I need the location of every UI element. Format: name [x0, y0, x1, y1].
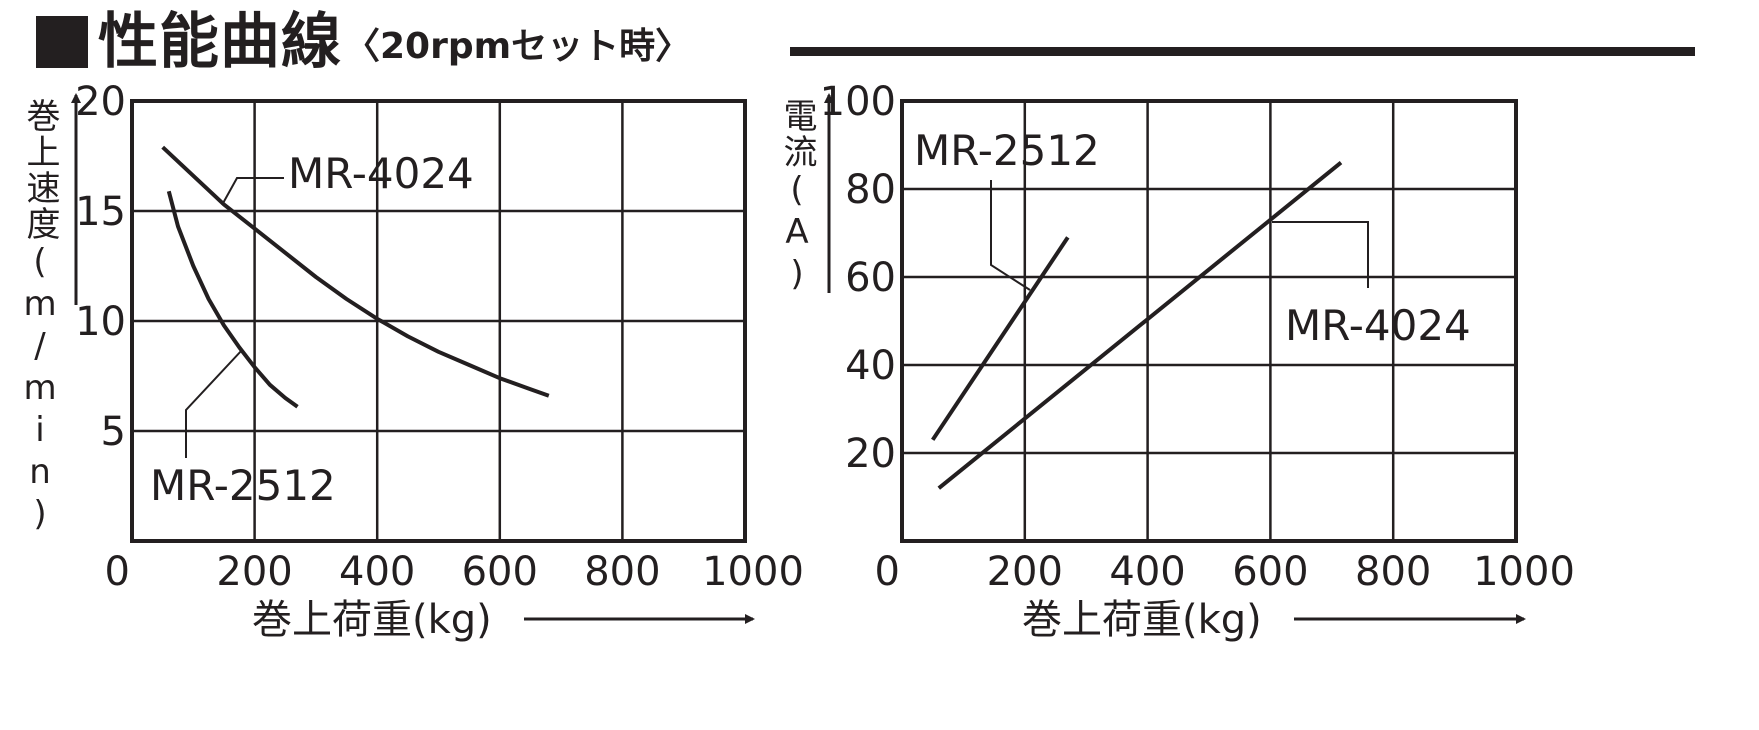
current-chart-frame — [900, 99, 1518, 543]
page-title: 性能曲線 — [98, 7, 342, 77]
current-y-tick-label: 60 — [845, 255, 896, 301]
title-rule — [790, 47, 1695, 56]
speed-y-tick-label: 15 — [75, 189, 126, 235]
current-series-mr-4024 — [937, 161, 1343, 490]
speed-leader-line — [221, 177, 284, 206]
speed-series-label: MR-2512 — [150, 461, 336, 510]
current-series-mr-2512 — [931, 236, 1070, 441]
current-x-tick-label: 800 — [1355, 549, 1431, 595]
speed-x-tick-label: 600 — [462, 549, 538, 595]
current-series-label: MR-2512 — [914, 126, 1100, 175]
current-x-tick-label: 600 — [1232, 549, 1308, 595]
speed-series-mr-4024 — [161, 145, 550, 398]
current-leader-line — [1272, 221, 1369, 288]
current-x-tick-label: 0 — [875, 549, 900, 595]
speed-chart: 0 200 400 600 800 1000 5 10 15 20 MR-4024 MR-2512… — [20, 79, 804, 643]
current-x-tick-label: 1000 — [1473, 549, 1575, 595]
speed-chart-x-label: 巻上荷重(kg) — [252, 597, 492, 643]
current-x-tick-label: 400 — [1109, 549, 1185, 595]
speed-series-label: MR-4024 — [288, 149, 474, 198]
speed-chart-x-ticks: 0 200 400 600 800 1000 — [105, 549, 804, 595]
current-y-tick-label: 40 — [845, 343, 896, 389]
speed-chart-frame — [130, 99, 747, 543]
speed-y-tick-label: 10 — [75, 299, 126, 345]
current-y-tick-label: 100 — [820, 79, 896, 125]
speed-x-tick-label: 1000 — [702, 549, 804, 595]
speed-x-tick-label: 0 — [105, 549, 130, 595]
page-subtitle: 〈20rpmセット時〉 — [344, 26, 692, 67]
speed-chart-series — [161, 145, 550, 409]
current-chart-callouts: MR-2512 MR-4024 — [914, 126, 1471, 350]
speed-series-mr-2512 — [166, 190, 299, 409]
speed-y-tick-label: 5 — [101, 409, 126, 455]
page-header: 性能曲線 〈20rpmセット時〉 — [36, 2, 691, 82]
current-y-tick-label: 20 — [845, 431, 896, 477]
current-chart-x-label: 巻上荷重(kg) — [1022, 597, 1262, 643]
current-leader-line — [990, 180, 1031, 291]
speed-x-tick-label: 200 — [216, 549, 292, 595]
current-chart-y-ticks: 20 40 60 80 100 — [820, 79, 896, 477]
current-chart-y-label: 電流(A) — [777, 98, 817, 296]
speed-leader-line — [185, 349, 243, 458]
current-chart-series — [931, 161, 1343, 490]
speed-x-tick-label: 400 — [339, 549, 415, 595]
speed-chart-y-label: 巻上速度(m/min) — [20, 98, 60, 536]
speed-y-tick-label: 20 — [75, 79, 126, 125]
title-square-icon — [36, 16, 88, 68]
speed-chart-grid — [132, 101, 745, 541]
current-chart-x-ticks: 0 200 400 600 800 1000 — [875, 549, 1575, 595]
current-y-tick-label: 80 — [845, 167, 896, 213]
current-series-label: MR-4024 — [1285, 301, 1471, 350]
current-x-tick-label: 200 — [987, 549, 1063, 595]
speed-chart-y-ticks: 5 10 15 20 — [75, 79, 126, 455]
speed-chart-callouts: MR-4024 MR-2512 — [150, 149, 474, 510]
speed-x-tick-label: 800 — [584, 549, 660, 595]
